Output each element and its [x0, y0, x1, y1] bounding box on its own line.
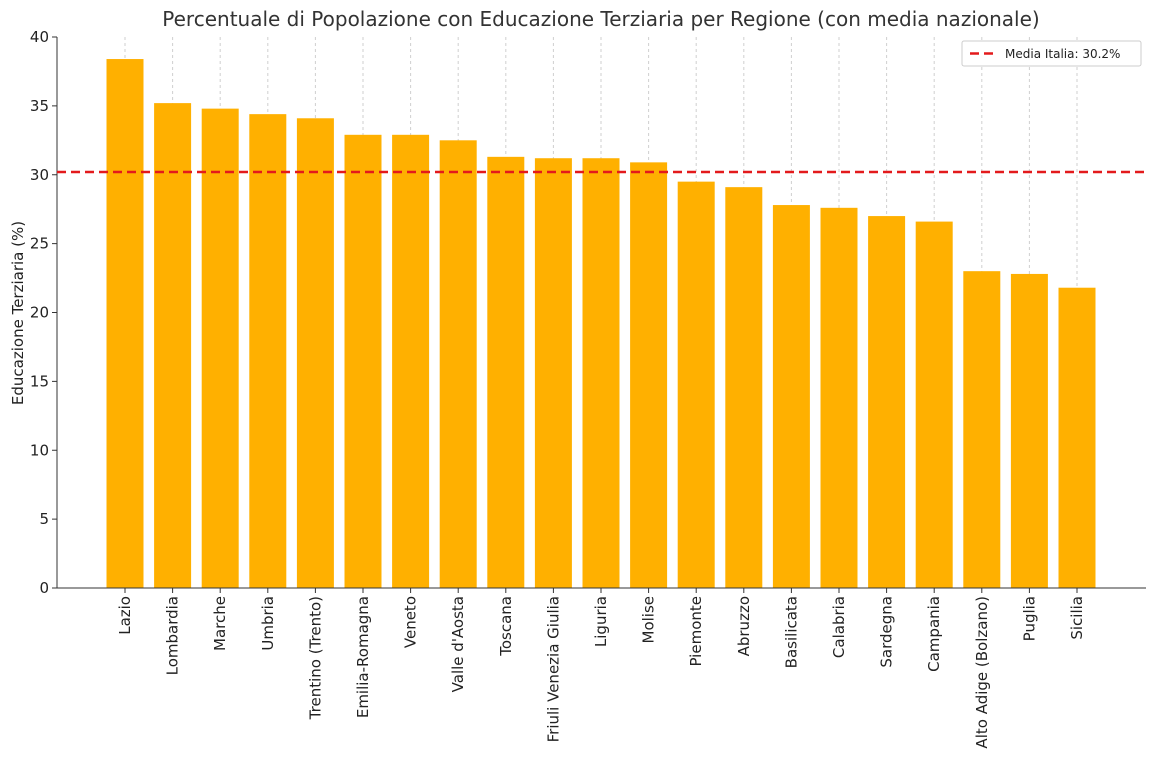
bar	[582, 158, 620, 588]
x-tick-label: Toscana	[497, 596, 515, 657]
x-tick-label: Molise	[640, 596, 658, 644]
axes	[56, 37, 1146, 593]
x-tick-label: Friuli Venezia Giulia	[544, 596, 562, 742]
bar	[1010, 273, 1048, 588]
x-tick-label: Abruzzo	[735, 596, 753, 656]
bar	[249, 114, 287, 588]
x-tick-label: Marche	[211, 596, 229, 651]
y-tick-label: 0	[39, 579, 49, 597]
x-tick-label: Puglia	[1020, 596, 1038, 641]
bar	[820, 207, 858, 588]
bar	[772, 205, 810, 588]
y-tick-label: 25	[30, 235, 49, 253]
y-tick-label: 15	[30, 372, 49, 390]
bar	[630, 162, 668, 589]
x-tick-labels: Lazio Lombardia Marche Umbria Trentino (Tren…	[116, 596, 1086, 749]
bar	[344, 134, 382, 589]
bar	[1058, 287, 1096, 588]
x-tick-label: Lombardia	[164, 596, 182, 675]
bar	[487, 156, 525, 588]
x-tick-label: Sicilia	[1068, 596, 1086, 640]
legend-label: Media Italia: 30.2%	[1005, 47, 1120, 61]
bar	[534, 158, 572, 588]
x-tick-label: Trentino (Trento)	[306, 596, 324, 720]
bar	[915, 221, 953, 588]
y-tick-label: 5	[39, 510, 49, 528]
legend: Media Italia: 30.2%	[961, 40, 1142, 67]
y-axis-label: Educazione Terziaria (%)	[9, 221, 27, 405]
x-tick-label: Liguria	[592, 596, 610, 647]
bar	[201, 108, 239, 588]
bar	[677, 181, 715, 588]
x-tick-label: Piemonte	[687, 596, 705, 667]
y-tick-label: 10	[30, 441, 49, 459]
x-tick-label: Sardegna	[878, 596, 896, 668]
bar	[296, 118, 334, 589]
chart-title: Percentuale di Popolazione con Educazion…	[162, 7, 1039, 31]
bar	[392, 134, 430, 589]
legend-box	[961, 40, 1142, 67]
x-tick-label: Calabria	[830, 596, 848, 658]
bar	[106, 59, 144, 589]
x-tick-label: Veneto	[402, 596, 420, 648]
bar	[154, 103, 192, 589]
y-tick-label: 20	[30, 304, 49, 322]
x-tick-label: Umbria	[259, 596, 277, 651]
bar	[725, 187, 763, 588]
x-tick-label: Alto Adige (Bolzano)	[973, 596, 991, 749]
y-tick-label: 40	[30, 28, 49, 46]
y-ticks: 0 5 10 15 20 25 30 35 40	[30, 28, 57, 597]
bar	[963, 271, 1001, 588]
x-tick-label: Lazio	[116, 596, 134, 635]
y-tick-label: 35	[30, 97, 49, 115]
y-tick-label: 30	[30, 166, 49, 184]
bar	[868, 216, 906, 588]
x-tick-label: Emilia-Romagna	[354, 596, 372, 718]
bar	[439, 140, 477, 588]
x-tick-label: Basilicata	[782, 596, 800, 668]
bars	[106, 59, 1096, 589]
x-tick-label: Campania	[925, 596, 943, 672]
x-tick-label: Valle d'Aosta	[449, 596, 467, 692]
